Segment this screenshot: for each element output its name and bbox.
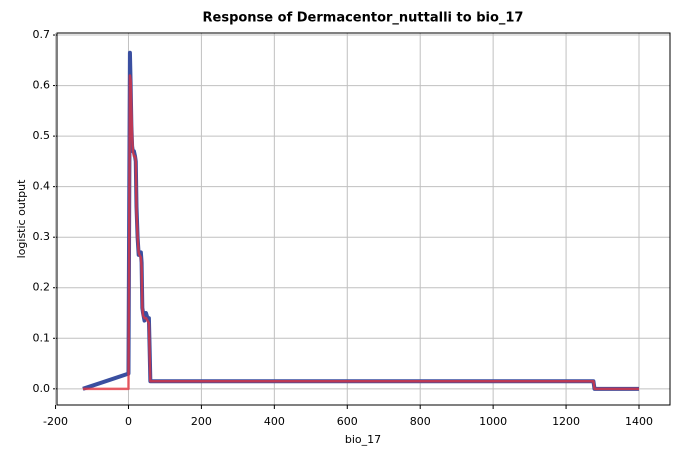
x-tick-label: -200 — [43, 415, 68, 428]
y-tick-label: 0.1 — [33, 331, 51, 344]
x-tick-label: 800 — [410, 415, 431, 428]
plot-frame — [56, 32, 671, 406]
x-tick-label: 200 — [191, 415, 212, 428]
x-tick-label: 1000 — [479, 415, 507, 428]
y-tick-label: 0.4 — [33, 180, 51, 193]
y-tick-label: 0.0 — [33, 382, 51, 395]
y-axis-label: logistic output — [15, 179, 28, 258]
y-tick-label: 0.2 — [33, 281, 51, 294]
y-tick-label: 0.6 — [33, 79, 51, 92]
y-tick-label: 0.7 — [33, 28, 51, 41]
x-axis-label: bio_17 — [345, 433, 381, 446]
chart-title: Response of Dermacentor_nuttalli to bio_… — [203, 11, 524, 26]
y-tick-label: 0.5 — [33, 129, 51, 142]
x-tick-label: 1400 — [625, 415, 653, 428]
x-tick-label: 0 — [125, 415, 132, 428]
y-tick-label: 0.3 — [33, 230, 51, 243]
x-tick-label: 400 — [264, 415, 285, 428]
series-line — [82, 74, 639, 391]
x-tick-label: 600 — [337, 415, 358, 428]
x-tick-label: 1200 — [552, 415, 580, 428]
